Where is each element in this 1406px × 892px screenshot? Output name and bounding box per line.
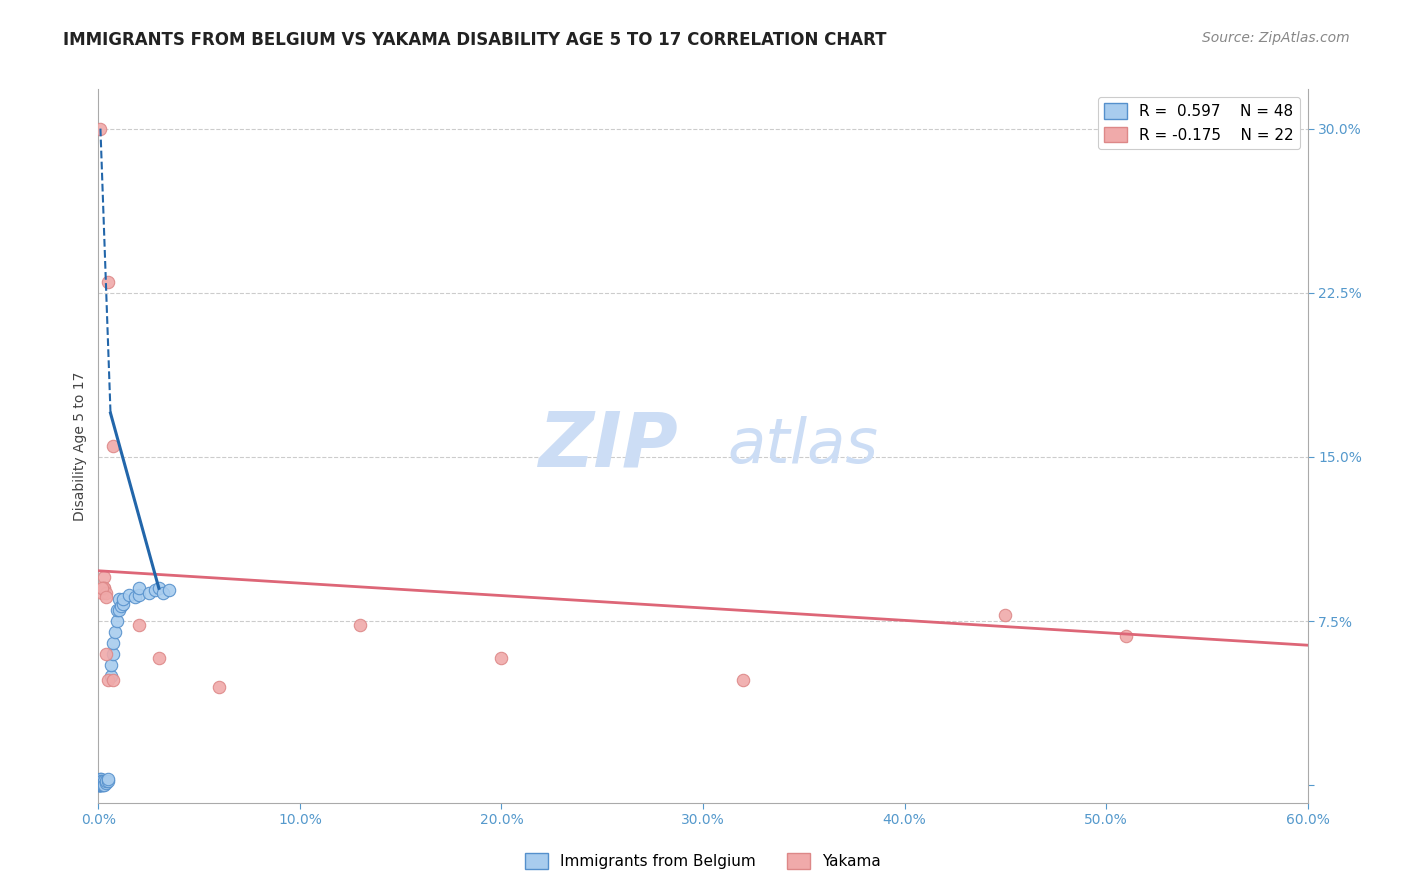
Point bbox=[107, 592, 129, 607]
Point bbox=[152, 585, 174, 599]
Point bbox=[111, 597, 134, 611]
Point bbox=[91, 776, 114, 790]
Point bbox=[96, 773, 118, 788]
Text: IMMIGRANTS FROM BELGIUM VS YAKAMA DISABILITY AGE 5 TO 17 CORRELATION CHART: IMMIGRANTS FROM BELGIUM VS YAKAMA DISABI… bbox=[63, 31, 887, 49]
Point bbox=[93, 773, 115, 788]
Point bbox=[96, 776, 118, 790]
Point bbox=[89, 778, 111, 792]
Point bbox=[208, 680, 231, 694]
Point bbox=[96, 585, 118, 599]
Point bbox=[103, 625, 125, 640]
Point bbox=[491, 651, 513, 665]
Point bbox=[89, 778, 111, 792]
Point bbox=[89, 772, 111, 786]
Point bbox=[124, 590, 146, 604]
Point bbox=[733, 673, 755, 688]
Point bbox=[93, 570, 115, 584]
Point bbox=[101, 673, 124, 688]
Point bbox=[994, 607, 1017, 622]
Point bbox=[90, 773, 112, 788]
Point bbox=[91, 582, 114, 596]
Point bbox=[91, 773, 114, 788]
Point bbox=[89, 778, 111, 792]
Point bbox=[93, 582, 115, 596]
Point bbox=[89, 773, 111, 788]
Point bbox=[101, 647, 124, 661]
Point bbox=[100, 669, 122, 683]
Point bbox=[89, 121, 111, 136]
Legend: R =  0.597    N = 48, R = -0.175    N = 22: R = 0.597 N = 48, R = -0.175 N = 22 bbox=[1098, 97, 1301, 149]
Point bbox=[105, 614, 128, 628]
Point bbox=[91, 778, 114, 792]
Point bbox=[138, 585, 160, 599]
Point bbox=[128, 588, 150, 602]
Point bbox=[97, 772, 120, 786]
Point bbox=[90, 776, 112, 790]
Text: ZIP: ZIP bbox=[538, 409, 679, 483]
Point bbox=[97, 773, 120, 788]
Point bbox=[143, 583, 166, 598]
Point bbox=[100, 657, 122, 672]
Point bbox=[97, 275, 120, 289]
Point bbox=[89, 778, 111, 792]
Point bbox=[157, 583, 180, 598]
Point bbox=[148, 651, 170, 665]
Point bbox=[118, 588, 141, 602]
Point bbox=[96, 590, 118, 604]
Point bbox=[89, 773, 111, 788]
Point bbox=[148, 582, 170, 596]
Point bbox=[90, 772, 112, 786]
Point bbox=[93, 582, 115, 596]
Point bbox=[128, 618, 150, 632]
Point bbox=[89, 778, 111, 792]
Point bbox=[1115, 629, 1137, 643]
Point bbox=[91, 585, 114, 599]
Point bbox=[105, 603, 128, 617]
Point bbox=[128, 582, 150, 596]
Point bbox=[93, 776, 115, 790]
Point bbox=[93, 776, 115, 790]
Point bbox=[93, 778, 115, 792]
Point bbox=[97, 673, 120, 688]
Text: Source: ZipAtlas.com: Source: ZipAtlas.com bbox=[1202, 31, 1350, 45]
Y-axis label: Disability Age 5 to 17: Disability Age 5 to 17 bbox=[73, 371, 87, 521]
Point bbox=[90, 778, 112, 792]
Point bbox=[111, 592, 134, 607]
Point bbox=[349, 618, 371, 632]
Point bbox=[90, 776, 112, 790]
Text: atlas: atlas bbox=[727, 416, 879, 476]
Point bbox=[89, 776, 111, 790]
Point bbox=[101, 636, 124, 650]
Point bbox=[101, 439, 124, 453]
Point bbox=[96, 647, 118, 661]
Point bbox=[110, 599, 132, 613]
Point bbox=[107, 603, 129, 617]
Legend: Immigrants from Belgium, Yakama: Immigrants from Belgium, Yakama bbox=[519, 847, 887, 875]
Point bbox=[91, 582, 114, 596]
Point bbox=[93, 778, 115, 792]
Point bbox=[89, 778, 111, 792]
